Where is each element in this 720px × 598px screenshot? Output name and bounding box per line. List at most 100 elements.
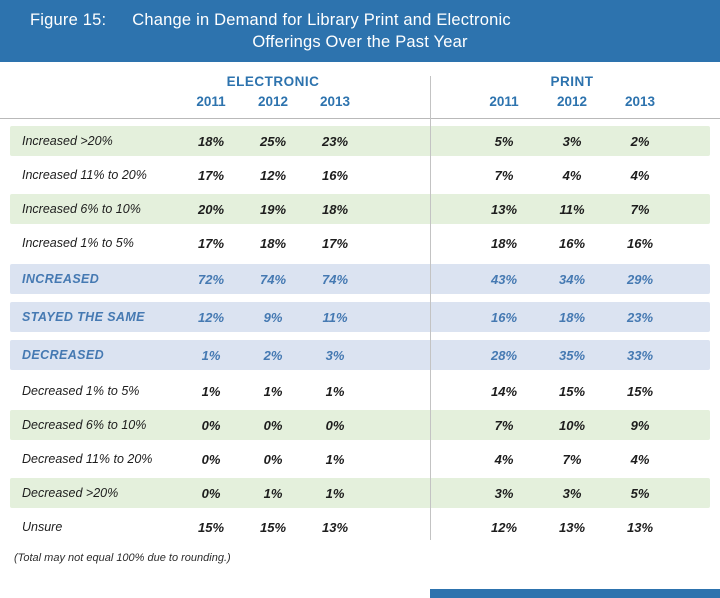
row-label: STAYED THE SAME	[22, 310, 145, 324]
cell-value: 12%	[197, 309, 225, 325]
cell-value: 15%	[259, 519, 287, 535]
cell-value: 29%	[626, 271, 654, 287]
cell-value: 18%	[197, 133, 225, 149]
cell-value: 13%	[626, 519, 654, 535]
cell-value: 17%	[197, 167, 225, 183]
cell-value: 3%	[562, 485, 582, 501]
cell-value: 7%	[494, 417, 514, 433]
table-row: Increased >20% 18% 25% 23% 5% 3% 2%	[10, 126, 710, 156]
cell-value: 2%	[630, 133, 650, 149]
table-row: Unsure 15% 15% 13% 12% 13% 13%	[10, 512, 710, 542]
year-print-2012: 2012	[556, 94, 588, 109]
cell-value: 7%	[494, 167, 514, 183]
cell-value: 17%	[321, 235, 349, 251]
table-row: Increased 1% to 5% 17% 18% 17% 18% 16% 1…	[10, 228, 710, 258]
table-header: ELECTRONIC PRINT 2011 2012 2013 2011 201…	[0, 74, 720, 119]
row-label: Increased 6% to 10%	[22, 202, 141, 216]
cell-value: 0%	[325, 417, 345, 433]
table-body: Increased >20% 18% 25% 23% 5% 3% 2% Incr…	[10, 119, 710, 542]
cell-value: 2%	[263, 347, 283, 363]
cell-value: 3%	[325, 347, 345, 363]
cell-value: 9%	[630, 417, 650, 433]
cell-value: 18%	[558, 309, 586, 325]
cell-value: 74%	[259, 271, 287, 287]
column-group-print: PRINT	[550, 74, 594, 89]
cell-value: 74%	[321, 271, 349, 287]
cell-value: 23%	[626, 309, 654, 325]
table-row-summary: STAYED THE SAME 12% 9% 11% 16% 18% 23%	[10, 302, 710, 332]
cell-value: 28%	[490, 347, 518, 363]
cell-value: 13%	[490, 201, 518, 217]
cell-value: 15%	[626, 383, 654, 399]
cell-value: 34%	[558, 271, 586, 287]
figure-title-line2: Offerings Over the Past Year	[252, 33, 468, 51]
row-label: DECREASED	[22, 348, 105, 362]
cell-value: 12%	[259, 167, 287, 183]
cell-value: 19%	[259, 201, 287, 217]
table-row: Decreased 1% to 5% 1% 1% 1% 14% 15% 15%	[10, 376, 710, 406]
cell-value: 4%	[562, 167, 582, 183]
table-row: Decreased >20% 0% 1% 1% 3% 3% 5%	[10, 478, 710, 508]
column-group-electronic: ELECTRONIC	[226, 74, 320, 89]
cell-value: 0%	[201, 485, 221, 501]
year-electronic-2011: 2011	[196, 94, 226, 109]
row-label: Decreased 6% to 10%	[22, 418, 147, 432]
cell-value: 4%	[630, 451, 650, 467]
cell-value: 0%	[201, 451, 221, 467]
table-row-summary: DECREASED 1% 2% 3% 28% 35% 33%	[10, 340, 710, 370]
demand-table: ELECTRONIC PRINT 2011 2012 2013 2011 201…	[0, 74, 720, 542]
cell-value: 3%	[494, 485, 514, 501]
cell-value: 11%	[322, 309, 348, 325]
cell-value: 11%	[559, 201, 585, 217]
row-label: Decreased 11% to 20%	[22, 452, 153, 466]
row-label: Increased 1% to 5%	[22, 236, 134, 250]
table-row-summary: INCREASED 72% 74% 74% 43% 34% 29%	[10, 264, 710, 294]
cell-value: 7%	[630, 201, 650, 217]
row-label: Decreased >20%	[22, 486, 119, 500]
cell-value: 4%	[494, 451, 514, 467]
cell-value: 15%	[558, 383, 586, 399]
figure-title-line1: Figure 15: Change in Demand for Library …	[0, 9, 720, 31]
cell-value: 16%	[321, 167, 349, 183]
cell-value: 14%	[490, 383, 518, 399]
cell-value: 9%	[263, 309, 283, 325]
cell-value: 20%	[197, 201, 225, 217]
cell-value: 18%	[259, 235, 287, 251]
cell-value: 43%	[490, 271, 518, 287]
cell-value: 1%	[201, 383, 221, 399]
cell-value: 33%	[626, 347, 654, 363]
cell-value: 1%	[325, 383, 345, 399]
cell-value: 0%	[201, 417, 221, 433]
row-label: Unsure	[22, 520, 63, 534]
cell-value: 0%	[263, 451, 283, 467]
cell-value: 15%	[197, 519, 225, 535]
year-print-2013: 2013	[624, 94, 656, 109]
cell-value: 10%	[558, 417, 586, 433]
column-group-row: ELECTRONIC PRINT	[10, 74, 710, 89]
row-label: Increased >20%	[22, 134, 113, 148]
year-header-row: 2011 2012 2013 2011 2012 2013	[10, 94, 710, 109]
cell-value: 13%	[321, 519, 349, 535]
cell-value: 0%	[263, 417, 283, 433]
cell-value: 25%	[259, 133, 287, 149]
figure-title-bar: Figure 15: Change in Demand for Library …	[0, 0, 720, 62]
figure-label: Figure 15:	[30, 11, 107, 29]
cell-value: 1%	[263, 383, 283, 399]
cell-value: 17%	[197, 235, 225, 251]
row-label: Decreased 1% to 5%	[22, 384, 140, 398]
cell-value: 5%	[630, 485, 650, 501]
table-row: Increased 11% to 20% 17% 12% 16% 7% 4% 4…	[10, 160, 710, 190]
cell-value: 1%	[263, 485, 283, 501]
table-row: Increased 6% to 10% 20% 19% 18% 13% 11% …	[10, 194, 710, 224]
page-footer-bar	[430, 589, 720, 598]
cell-value: 16%	[490, 309, 518, 325]
year-electronic-2013: 2013	[319, 94, 351, 109]
cell-value: 7%	[562, 451, 582, 467]
cell-value: 18%	[490, 235, 518, 251]
table-row: Decreased 6% to 10% 0% 0% 0% 7% 10% 9%	[10, 410, 710, 440]
cell-value: 23%	[321, 133, 349, 149]
cell-value: 35%	[558, 347, 586, 363]
table-row: Decreased 11% to 20% 0% 0% 1% 4% 7% 4%	[10, 444, 710, 474]
year-print-2011: 2011	[489, 94, 519, 109]
